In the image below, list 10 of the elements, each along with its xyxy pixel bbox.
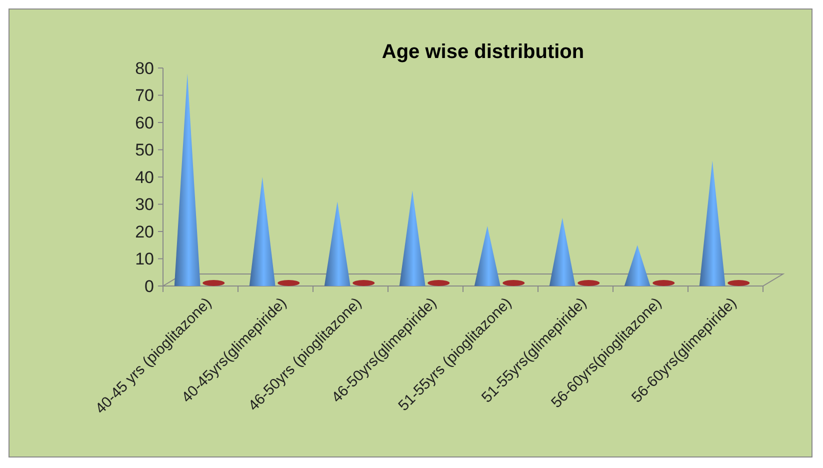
y-tick-label: 20 — [135, 222, 154, 242]
y-tick-label: 70 — [135, 86, 154, 106]
y-tick-label: 0 — [144, 276, 154, 296]
y-tick-label: 40 — [135, 168, 154, 187]
y-tick-label: 80 — [135, 58, 154, 78]
chart-title: Age wise distribution — [382, 41, 584, 63]
y-tick-label: 50 — [135, 140, 154, 160]
y-tick-label: 10 — [135, 250, 154, 269]
y-tick-label: 30 — [135, 195, 154, 214]
y-tick-label: 60 — [135, 113, 154, 132]
